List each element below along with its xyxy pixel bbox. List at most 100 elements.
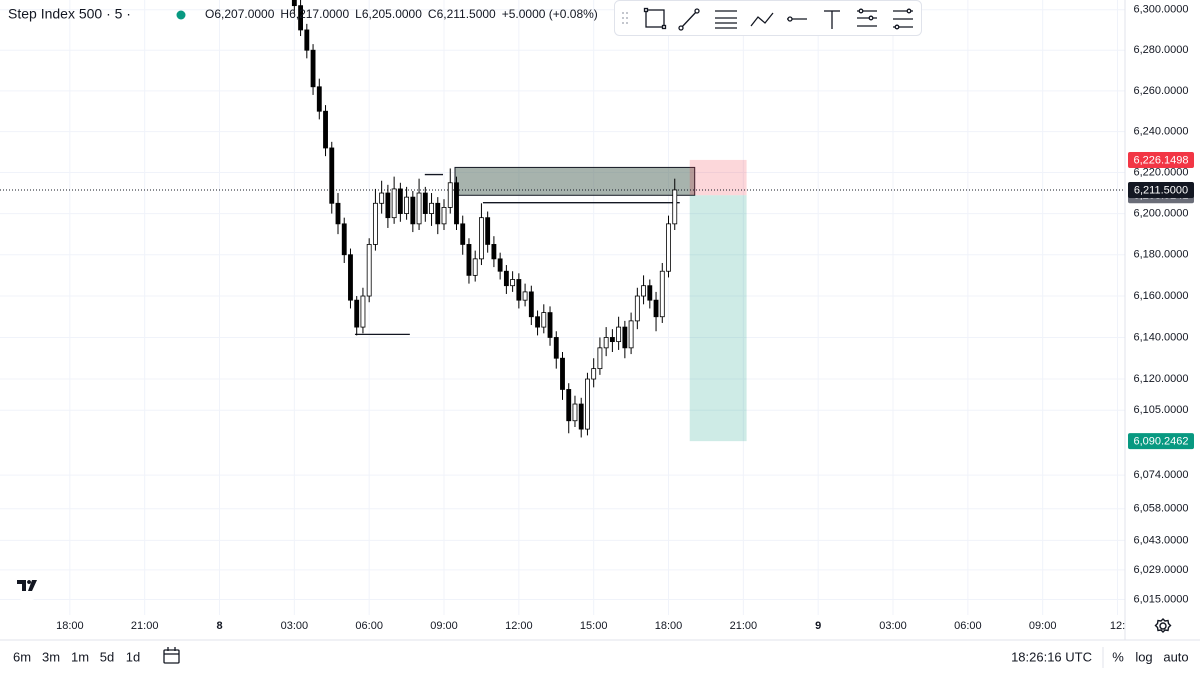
- ohlc-value: 6,211.5000: [437, 7, 496, 21]
- candle-body: [522, 291, 528, 301]
- range-button[interactable]: 6m: [13, 649, 31, 664]
- ohlc-key: H: [280, 7, 289, 21]
- candle-body: [553, 337, 559, 359]
- horizontal-ray-tool[interactable]: [787, 16, 807, 22]
- path-tool[interactable]: [750, 12, 774, 27]
- candle-body: [541, 312, 547, 328]
- candle-body: [622, 326, 628, 349]
- ohlc-value: 6,205.0000: [362, 7, 422, 21]
- candle-body: [666, 223, 671, 272]
- y-tick-label: 6,105.0000: [1133, 404, 1188, 416]
- candle-body: [441, 207, 447, 225]
- x-tick-label: 12:: [1110, 620, 1125, 632]
- bottom-toolbar: 6m 3m 1m 5d 1d 18:26:16 UTC% log auto: [13, 649, 1189, 664]
- scale-button[interactable]: log: [1135, 649, 1152, 664]
- y-tick-label: 6,140.0000: [1133, 331, 1188, 343]
- x-tick-label: 06:00: [954, 620, 982, 632]
- scale-button[interactable]: auto: [1163, 649, 1188, 664]
- candle-body: [603, 337, 609, 349]
- x-tick-label: 21:00: [730, 620, 758, 632]
- candle-body: [410, 196, 416, 225]
- rectangle-tool[interactable]: [643, 7, 667, 30]
- trend-line-tool[interactable]: [678, 8, 700, 31]
- candle-body: [485, 217, 491, 245]
- x-tick-label: 06:00: [355, 620, 383, 632]
- candle-body: [460, 223, 466, 245]
- price-label: 6,226.1498: [1133, 154, 1188, 166]
- range-button[interactable]: 1d: [126, 649, 140, 664]
- candle-body: [659, 270, 665, 318]
- candle-body: [479, 217, 484, 260]
- clock[interactable]: 18:26:16 UTC: [1011, 649, 1092, 664]
- y-tick-label: 6,180.0000: [1133, 249, 1188, 261]
- candle-body: [516, 279, 522, 301]
- time-axis: 18:00 21:00 8 03:00 06:00 09:00 12:00 15:00 18:0…: [56, 620, 1125, 632]
- candle-body: [591, 368, 597, 380]
- price-label-bg: [1128, 151, 1194, 168]
- x-tick-label: 03:00: [281, 620, 309, 632]
- candle-body: [360, 295, 366, 328]
- candle-body: [597, 347, 603, 370]
- y-tick-label: 6,029.0000: [1133, 564, 1188, 576]
- y-tick-label: 6,300.0000: [1133, 4, 1188, 16]
- candle-body: [422, 192, 428, 214]
- stop-zone: [689, 159, 747, 196]
- range-button[interactable]: 3m: [42, 649, 60, 664]
- y-tick-label: 6,160.0000: [1133, 290, 1188, 302]
- y-tick-label: 6,043.0000: [1133, 534, 1188, 546]
- parallel-channel-tool[interactable]: [715, 10, 737, 29]
- x-tick-label: 8: [216, 620, 222, 632]
- settings-button[interactable]: [1154, 618, 1172, 633]
- candle-body: [578, 403, 584, 430]
- y-tick-label: 6,280.0000: [1133, 44, 1188, 56]
- x-tick-label: 03:00: [879, 620, 907, 632]
- ohlc-key: C: [428, 7, 437, 21]
- candle-body: [634, 295, 640, 322]
- candle-body: [585, 378, 590, 430]
- date-range-button[interactable]: [163, 647, 180, 664]
- candle-body: [416, 192, 422, 225]
- candle-body: [335, 202, 341, 225]
- candle-body: [628, 320, 634, 349]
- y-tick-label: 6,260.0000: [1133, 85, 1188, 97]
- symbol[interactable]: Step Index 500 · 5 ·: [8, 6, 131, 22]
- ohlc-value: 6,217.0000: [289, 7, 349, 21]
- candle-body: [391, 188, 397, 219]
- candle-body: [385, 192, 391, 219]
- x-tick-label: 18:00: [56, 620, 84, 632]
- y-tick-label: 6,058.0000: [1133, 503, 1188, 515]
- drag-handle[interactable]: [622, 12, 628, 24]
- candle-body: [304, 29, 310, 51]
- price-axis: 6,300.0000 6,280.0000 6,260.0000 6,240.0000…: [1128, 4, 1194, 605]
- x-tick-label: 15:00: [580, 620, 608, 632]
- x-tick-label: 12:00: [505, 620, 533, 632]
- x-tick-label: 21:00: [131, 620, 159, 632]
- candle-body: [435, 202, 441, 225]
- candle-body: [510, 279, 516, 287]
- candle-body: [341, 223, 347, 256]
- candle-body: [566, 389, 572, 422]
- ohlc-key: O: [205, 7, 214, 21]
- candle-body: [535, 316, 540, 328]
- candle-body: [560, 357, 565, 390]
- candle-body: [616, 326, 622, 343]
- scale-button[interactable]: %: [1112, 649, 1124, 664]
- range-button[interactable]: 1m: [71, 649, 89, 664]
- range-button[interactable]: 5d: [100, 649, 114, 664]
- y-tick-label: 6,074.0000: [1133, 469, 1188, 481]
- y-tick-label: 6,200.0000: [1133, 207, 1188, 219]
- x-tick-label: 9: [815, 620, 821, 632]
- candle-body: [609, 337, 615, 343]
- candle-body: [404, 196, 410, 214]
- text-tool[interactable]: [824, 10, 840, 29]
- candle-body: [379, 192, 385, 204]
- candle-body: [298, 5, 304, 31]
- tv-logo[interactable]: [12, 571, 42, 601]
- short-position-tool[interactable]: [893, 8, 913, 30]
- price-label: 6,211.5000: [1134, 184, 1188, 196]
- long-position-tool[interactable]: [857, 8, 877, 27]
- y-tick-label: 6,240.0000: [1133, 126, 1188, 138]
- candle-body: [310, 49, 316, 88]
- candle-body: [366, 244, 372, 297]
